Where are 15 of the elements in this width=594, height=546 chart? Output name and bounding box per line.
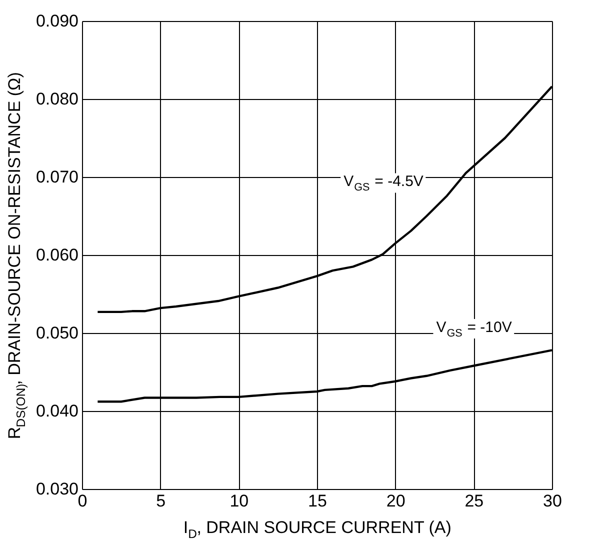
- x-tick-label: 25: [464, 492, 484, 510]
- y-tick-label: 0.090: [36, 12, 78, 30]
- x-tick-label: 0: [78, 492, 88, 510]
- y-tick-label: 0.030: [36, 480, 78, 498]
- y-tick-label: 0.050: [36, 324, 78, 342]
- y-tick-label: 0.080: [36, 90, 78, 108]
- x-tick-label: 10: [230, 492, 249, 510]
- y-tick-label: 0.070: [36, 168, 78, 186]
- y-tick-label: 0.060: [36, 246, 78, 264]
- x-tick-label: 30: [543, 492, 562, 510]
- x-tick-label: 20: [386, 492, 406, 510]
- y-axis-title: RDS(ON), DRAIN-SOURCE ON-RESISTANCE (Ω): [5, 72, 28, 440]
- x-tick-label: 5: [156, 492, 166, 510]
- x-tick-label: 15: [308, 492, 327, 510]
- y-tick-label: 0.040: [36, 402, 78, 420]
